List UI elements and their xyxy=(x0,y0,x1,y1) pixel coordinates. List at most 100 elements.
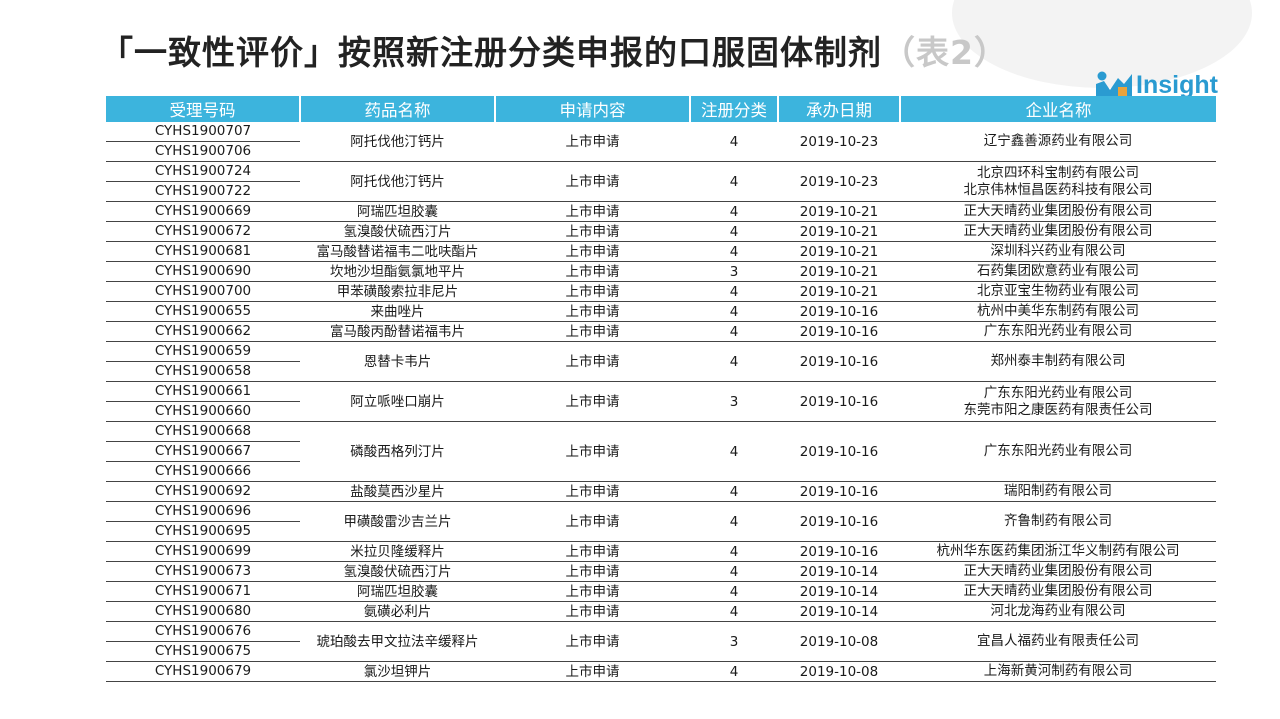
receipt-number-cell: CYHS1900692 xyxy=(106,481,300,502)
application-cell: 上市申请 xyxy=(495,122,690,162)
application-cell: 上市申请 xyxy=(495,501,690,542)
application-cell: 上市申请 xyxy=(495,301,690,322)
application-cell: 上市申请 xyxy=(495,601,690,622)
drug-name-cell: 阿托伐他汀钙片 xyxy=(300,122,495,162)
category-cell: 4 xyxy=(690,281,778,302)
category-cell: 3 xyxy=(690,261,778,282)
date-cell: 2019-10-23 xyxy=(778,122,900,162)
company-cell: 广东东阳光药业有限公司 xyxy=(900,421,1216,482)
category-cell: 4 xyxy=(690,541,778,562)
company-name: 东莞市阳之康医药有限责任公司 xyxy=(963,401,1153,418)
receipt-number-cell: CYHS1900669 xyxy=(106,201,300,222)
application-cell: 上市申请 xyxy=(495,541,690,562)
category-cell: 4 xyxy=(690,321,778,342)
date-cell: 2019-10-14 xyxy=(778,601,900,622)
application-cell: 上市申请 xyxy=(495,561,690,582)
header-company: 企业名称 xyxy=(899,96,1216,122)
table-header-row: 受理号码 药品名称 申请内容 注册分类 承办日期 企业名称 xyxy=(106,96,1216,122)
application-cell: 上市申请 xyxy=(495,201,690,222)
company-cell: 齐鲁制药有限公司 xyxy=(900,501,1216,542)
receipt-number-cell: CYHS1900676 CYHS1900675 xyxy=(106,621,300,662)
date-cell: 2019-10-16 xyxy=(778,381,900,422)
company-name: 辽宁鑫善源药业有限公司 xyxy=(983,133,1133,149)
drug-name-cell: 坎地沙坦酯氨氯地平片 xyxy=(300,261,495,282)
receipt-number: CYHS1900724 xyxy=(154,163,252,179)
receipt-number-cell: CYHS1900696 CYHS1900695 xyxy=(106,501,300,542)
company-name: 广东东阳光药业有限公司 xyxy=(983,384,1133,401)
table-body: CYHS1900707 CYHS1900706 阿托伐他汀钙片 上市申请 4 2019-1… xyxy=(106,122,1216,682)
receipt-number-cell: CYHS1900655 xyxy=(106,301,300,322)
table-row: CYHS1900707 CYHS1900706 阿托伐他汀钙片 上市申请 4 2019-1… xyxy=(106,122,1216,162)
category-cell: 4 xyxy=(690,501,778,542)
receipt-number: CYHS1900658 xyxy=(106,361,300,381)
receipt-number: CYHS1900722 xyxy=(106,181,300,201)
table-row: CYHS1900699 米拉贝隆缓释片 上市申请 4 2019-10-16 杭州华东医药集… xyxy=(106,541,1216,562)
table-row: CYHS1900662 富马酸丙酚替诺福韦片 上市申请 4 2019-10-16 广东东阳… xyxy=(106,321,1216,342)
date-cell: 2019-10-16 xyxy=(778,321,900,342)
date-cell: 2019-10-23 xyxy=(778,161,900,202)
company-cell: 广东东阳光药业有限公司 xyxy=(900,321,1216,342)
application-cell: 上市申请 xyxy=(495,261,690,282)
receipt-number: CYHS1900696 xyxy=(154,503,252,519)
application-cell: 上市申请 xyxy=(495,221,690,242)
company-cell: 瑞阳制药有限公司 xyxy=(900,481,1216,502)
company-name: 瑞阳制药有限公司 xyxy=(1004,483,1112,499)
date-cell: 2019-10-16 xyxy=(778,341,900,382)
receipt-number-cell: CYHS1900680 xyxy=(106,601,300,622)
receipt-number-cell: CYHS1900707 CYHS1900706 xyxy=(106,122,300,162)
date-cell: 2019-10-08 xyxy=(778,661,900,682)
insight-logo: Insight xyxy=(1092,68,1218,102)
table-row: CYHS1900696 CYHS1900695 甲磺酸雷沙吉兰片 上市申请 4 2019-… xyxy=(106,501,1216,542)
application-cell: 上市申请 xyxy=(495,381,690,422)
category-cell: 4 xyxy=(690,341,778,382)
company-cell: 正大天晴药业集团股份有限公司 xyxy=(900,201,1216,222)
date-cell: 2019-10-16 xyxy=(778,481,900,502)
application-cell: 上市申请 xyxy=(495,481,690,502)
company-name: 正大天晴药业集团股份有限公司 xyxy=(963,563,1153,579)
receipt-number: CYHS1900661 xyxy=(154,383,252,399)
table-row: CYHS1900681 富马酸替诺福韦二吡呋酯片 上市申请 4 2019-10-21 深圳… xyxy=(106,241,1216,262)
date-cell: 2019-10-16 xyxy=(778,301,900,322)
category-cell: 4 xyxy=(690,421,778,482)
title-main: 「一致性评价」按照新注册分类申报的口服固体制剂 xyxy=(100,33,882,72)
company-name: 上海新黄河制药有限公司 xyxy=(983,663,1133,679)
table-row: CYHS1900700 甲苯磺酸索拉非尼片 上市申请 4 2019-10-21 北京亚宝生… xyxy=(106,281,1216,302)
company-name: 杭州华东医药集团浙江华义制药有限公司 xyxy=(936,543,1180,559)
drug-name-cell: 米拉贝隆缓释片 xyxy=(300,541,495,562)
application-cell: 上市申请 xyxy=(495,661,690,682)
drug-name-cell: 阿瑞匹坦胶囊 xyxy=(300,201,495,222)
header-date: 承办日期 xyxy=(777,96,900,122)
company-cell: 杭州华东医药集团浙江华义制药有限公司 xyxy=(900,541,1216,562)
receipt-number: CYHS1900680 xyxy=(154,603,252,619)
company-name: 河北龙海药业有限公司 xyxy=(990,603,1126,619)
drug-name-cell: 氨磺必利片 xyxy=(300,601,495,622)
date-cell: 2019-10-14 xyxy=(778,561,900,582)
company-name: 正大天晴药业集团股份有限公司 xyxy=(963,223,1153,239)
receipt-number-cell: CYHS1900690 xyxy=(106,261,300,282)
company-name: 郑州泰丰制药有限公司 xyxy=(990,353,1126,369)
category-cell: 4 xyxy=(690,561,778,582)
receipt-number-cell: CYHS1900671 xyxy=(106,581,300,602)
drug-name-cell: 来曲唑片 xyxy=(300,301,495,322)
table-row: CYHS1900671 阿瑞匹坦胶囊 上市申请 4 2019-10-14 正大天晴药业集团… xyxy=(106,581,1216,602)
application-cell: 上市申请 xyxy=(495,281,690,302)
application-cell: 上市申请 xyxy=(495,621,690,662)
drug-name-cell: 氯沙坦钾片 xyxy=(300,661,495,682)
drug-name-cell: 氢溴酸伏硫西汀片 xyxy=(300,561,495,582)
company-name: 宜昌人福药业有限责任公司 xyxy=(977,633,1139,649)
logo-text: Insight xyxy=(1136,70,1218,99)
receipt-number-cell: CYHS1900700 xyxy=(106,281,300,302)
drug-name-cell: 富马酸替诺福韦二吡呋酯片 xyxy=(300,241,495,262)
receipt-number: CYHS1900681 xyxy=(154,243,252,259)
date-cell: 2019-10-21 xyxy=(778,261,900,282)
company-name: 广东东阳光药业有限公司 xyxy=(983,443,1133,459)
table-row: CYHS1900659 CYHS1900658 恩替卡韦片 上市申请 4 2019-10-… xyxy=(106,341,1216,382)
company-cell: 北京四环科宝制药有限公司 北京伟林恒昌医药科技有限公司 xyxy=(900,161,1216,202)
date-cell: 2019-10-08 xyxy=(778,621,900,662)
receipt-number-cell: CYHS1900672 xyxy=(106,221,300,242)
receipt-number: CYHS1900675 xyxy=(106,641,300,661)
application-cell: 上市申请 xyxy=(495,421,690,482)
receipt-number-cell: CYHS1900679 xyxy=(106,661,300,682)
receipt-number: CYHS1900668 xyxy=(154,423,252,439)
company-cell: 辽宁鑫善源药业有限公司 xyxy=(900,122,1216,162)
